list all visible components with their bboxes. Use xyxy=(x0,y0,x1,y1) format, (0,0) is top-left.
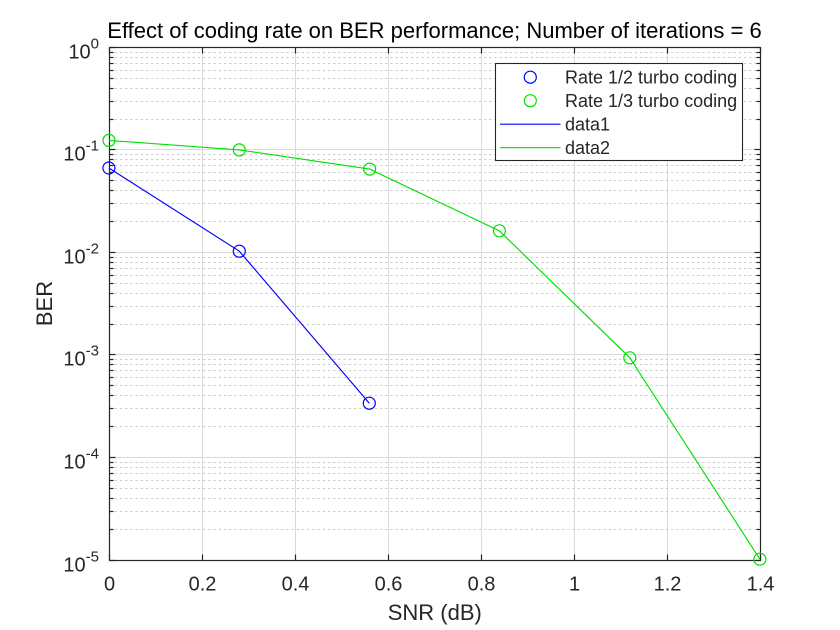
svg-text:1.2: 1.2 xyxy=(654,574,682,596)
svg-text:1: 1 xyxy=(569,574,580,596)
svg-text:1.4: 1.4 xyxy=(747,574,775,596)
svg-text:0.6: 0.6 xyxy=(375,574,403,596)
svg-text:0.8: 0.8 xyxy=(468,574,496,596)
svg-text:0.4: 0.4 xyxy=(282,574,310,596)
svg-text:Effect of coding rate on BER p: Effect of coding rate on BER performance… xyxy=(107,18,761,43)
svg-text:SNR (dB): SNR (dB) xyxy=(388,600,482,625)
svg-text:Rate 1/2 turbo coding: Rate 1/2 turbo coding xyxy=(565,68,737,88)
svg-text:data1: data1 xyxy=(565,115,610,135)
svg-text:0.2: 0.2 xyxy=(189,574,217,596)
svg-text:data2: data2 xyxy=(565,138,610,158)
svg-text:Rate 1/3 turbo coding: Rate 1/3 turbo coding xyxy=(565,91,737,111)
svg-text:0: 0 xyxy=(104,574,115,596)
svg-text:BER: BER xyxy=(32,281,57,326)
